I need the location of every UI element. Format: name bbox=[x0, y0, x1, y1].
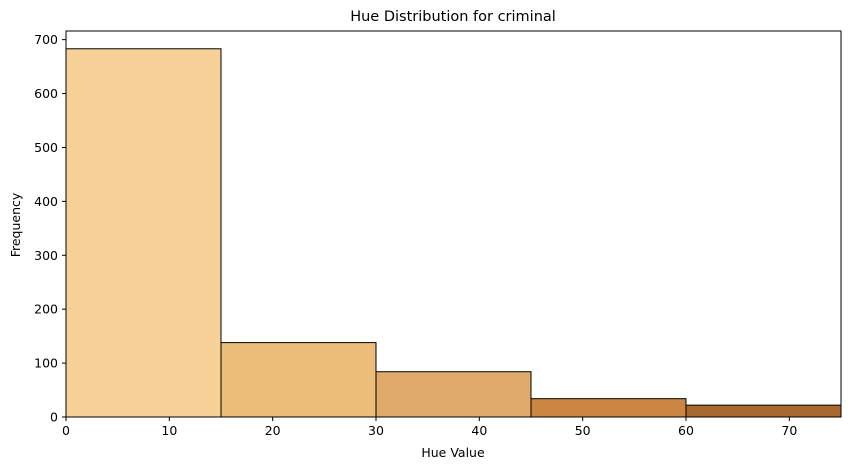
y-tick-label-5: 500 bbox=[34, 140, 58, 155]
y-tick-label-2: 200 bbox=[34, 302, 58, 317]
bars-group bbox=[65, 48, 842, 418]
x-tick-label-1: 10 bbox=[161, 423, 177, 438]
x-axis-ticks: 0 10 20 30 40 50 60 70 bbox=[62, 417, 797, 438]
plot-frame bbox=[65, 30, 842, 418]
y-tick-label-4: 400 bbox=[34, 194, 58, 209]
x-tick-label-3: 30 bbox=[368, 423, 384, 438]
x-tick-label-5: 50 bbox=[575, 423, 591, 438]
y-tick-label-3: 300 bbox=[34, 248, 58, 263]
y-axis-label: Frequency bbox=[8, 192, 23, 257]
histogram-bar-3 bbox=[530, 398, 687, 418]
x-tick-label-2: 20 bbox=[265, 423, 281, 438]
y-tick-label-6: 600 bbox=[34, 86, 58, 101]
histogram-bar-0 bbox=[65, 48, 222, 418]
y-tick-label-1: 100 bbox=[34, 356, 58, 371]
histogram-bar-2 bbox=[375, 371, 532, 418]
x-tick-label-7: 70 bbox=[781, 423, 797, 438]
histogram-bar-4 bbox=[685, 404, 842, 418]
y-axis-ticks: 0 100 200 300 400 500 600 700 bbox=[34, 32, 66, 425]
x-tick-label-0: 0 bbox=[62, 423, 70, 438]
x-tick-label-4: 40 bbox=[471, 423, 487, 438]
x-axis-label: Hue Value bbox=[421, 445, 485, 460]
y-tick-label-7: 700 bbox=[34, 32, 58, 47]
y-tick-label-0: 0 bbox=[50, 410, 58, 425]
histogram-bar-1 bbox=[220, 342, 377, 418]
chart-title: Hue Distribution for criminal bbox=[350, 9, 556, 25]
x-tick-label-6: 60 bbox=[678, 423, 694, 438]
